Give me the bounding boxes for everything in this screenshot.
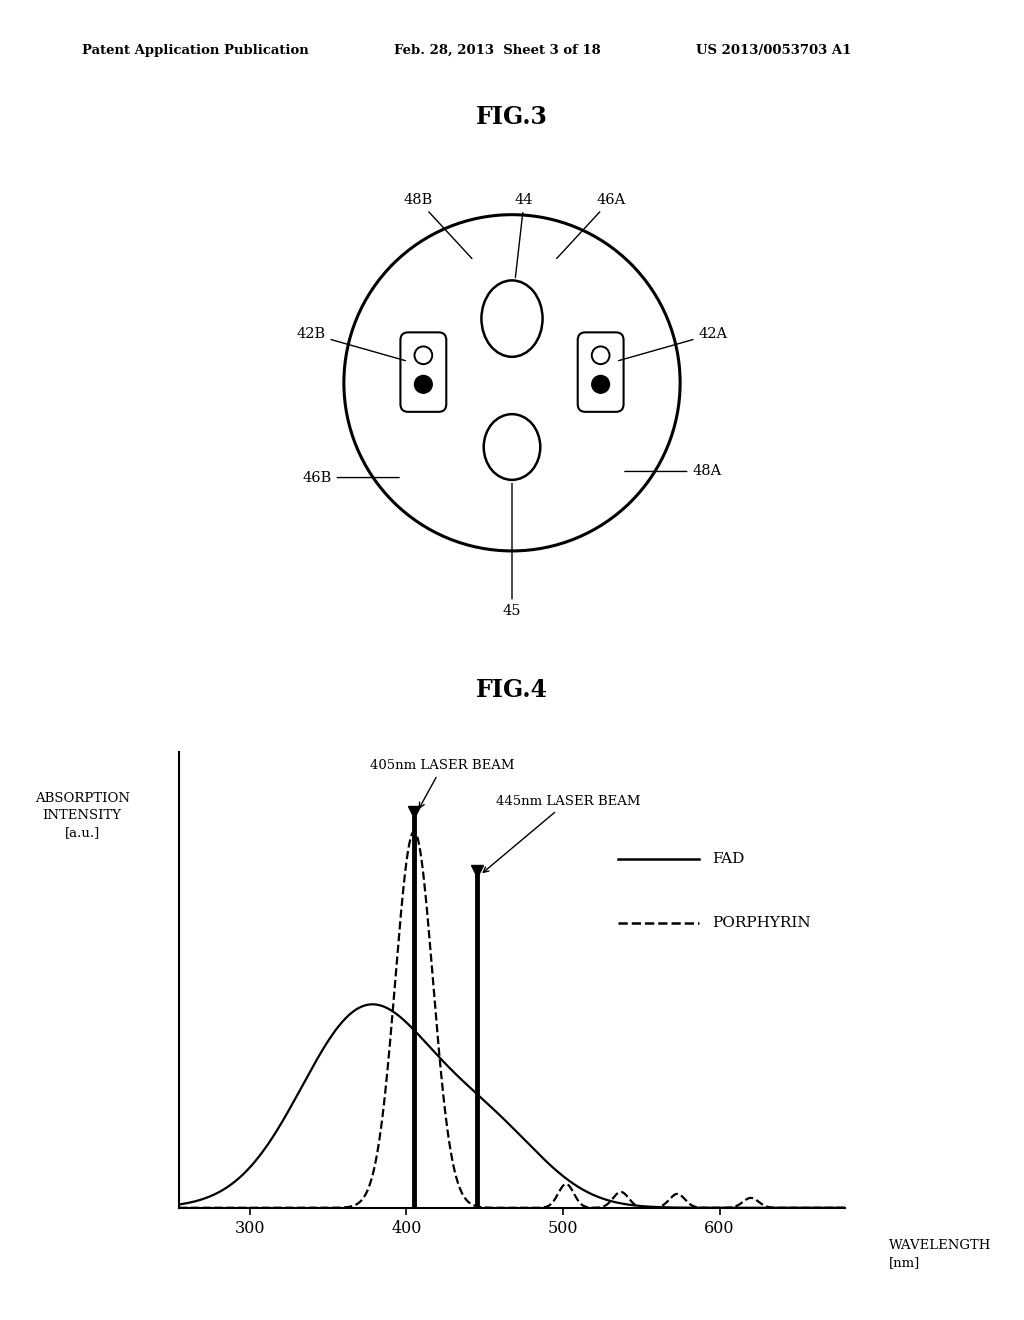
Text: 48A: 48A xyxy=(625,465,722,478)
Text: 44: 44 xyxy=(515,193,534,277)
Text: FIG.4: FIG.4 xyxy=(476,678,548,702)
Text: 45: 45 xyxy=(503,483,521,619)
Text: US 2013/0053703 A1: US 2013/0053703 A1 xyxy=(696,44,852,57)
Text: 42A: 42A xyxy=(618,327,728,360)
Text: WAVELENGTH
[nm]: WAVELENGTH [nm] xyxy=(889,1239,991,1270)
Text: Patent Application Publication: Patent Application Publication xyxy=(82,44,308,57)
Text: 405nm LASER BEAM: 405nm LASER BEAM xyxy=(371,759,515,808)
Text: 46B: 46B xyxy=(302,470,399,484)
Circle shape xyxy=(592,375,609,393)
Text: PORPHYRIN: PORPHYRIN xyxy=(712,916,810,929)
Text: FAD: FAD xyxy=(712,853,744,866)
Text: 48B: 48B xyxy=(403,193,472,259)
Text: 445nm LASER BEAM: 445nm LASER BEAM xyxy=(483,795,640,873)
Text: ABSORPTION
INTENSITY
[a.u.]: ABSORPTION INTENSITY [a.u.] xyxy=(35,792,130,840)
Text: 42B: 42B xyxy=(296,327,406,360)
Text: 46A: 46A xyxy=(557,193,626,259)
Text: Feb. 28, 2013  Sheet 3 of 18: Feb. 28, 2013 Sheet 3 of 18 xyxy=(394,44,601,57)
Text: FIG.3: FIG.3 xyxy=(476,104,548,128)
Circle shape xyxy=(415,375,432,393)
